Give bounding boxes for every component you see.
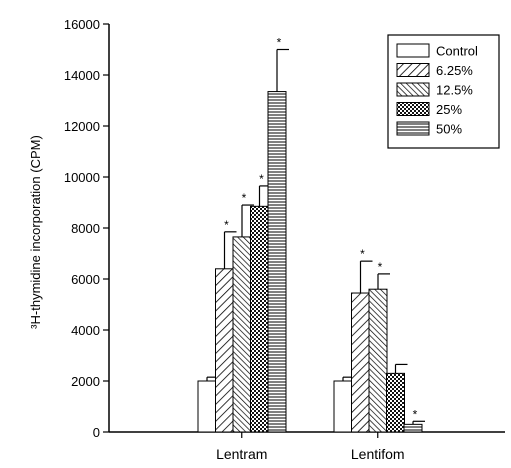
bar bbox=[386, 372, 405, 433]
legend: Control 6.25% 12.5% 25% 50% bbox=[387, 34, 500, 149]
y-tick-label: 0 bbox=[93, 425, 100, 440]
y-tick-label: 10000 bbox=[64, 170, 100, 185]
legend-swatch bbox=[396, 102, 430, 116]
y-tick-label: 14000 bbox=[64, 68, 100, 83]
legend-swatch bbox=[396, 43, 430, 58]
legend-label: 6.25% bbox=[436, 63, 473, 78]
y-tick-label: 6000 bbox=[71, 272, 100, 287]
significance-marker: * bbox=[224, 218, 229, 232]
legend-swatch bbox=[396, 82, 430, 97]
significance-marker: * bbox=[360, 247, 365, 261]
significance-marker: * bbox=[259, 172, 264, 186]
y-tick-label: 12000 bbox=[64, 119, 100, 134]
significance-marker: * bbox=[277, 36, 282, 50]
bar bbox=[267, 91, 287, 433]
bar bbox=[197, 380, 217, 433]
bar bbox=[232, 236, 252, 433]
bars: * * * * Lentram * * * Lentifom bbox=[197, 36, 425, 462]
bar bbox=[351, 292, 370, 433]
legend-swatch bbox=[396, 63, 430, 77]
legend-label: Control bbox=[436, 44, 478, 59]
y-tick-label: 4000 bbox=[71, 323, 100, 338]
significance-marker: * bbox=[413, 407, 418, 421]
y-tick-label: 16000 bbox=[64, 17, 100, 32]
bar bbox=[250, 205, 269, 433]
bar bbox=[368, 288, 388, 433]
legend-label: 50% bbox=[436, 122, 462, 137]
axes: 0 2000 4000 6000 8000 10000 12000 14000 16000 bbox=[64, 17, 505, 440]
bar bbox=[403, 423, 423, 433]
x-tick-label: Lentram bbox=[216, 446, 267, 462]
x-tick-label: Lentifom bbox=[351, 446, 405, 462]
significance-marker: * bbox=[378, 260, 383, 274]
significance-marker: * bbox=[242, 191, 247, 205]
bar bbox=[215, 268, 234, 433]
y-tick-label: 2000 bbox=[71, 374, 100, 389]
y-axis-label: ³H-thymidine incorporation (CPM) bbox=[28, 135, 43, 329]
legend-swatch bbox=[396, 121, 430, 136]
legend-label: 25% bbox=[436, 102, 462, 117]
bar bbox=[333, 380, 353, 433]
y-tick-label: 8000 bbox=[71, 221, 100, 236]
legend-label: 12.5% bbox=[436, 83, 473, 98]
